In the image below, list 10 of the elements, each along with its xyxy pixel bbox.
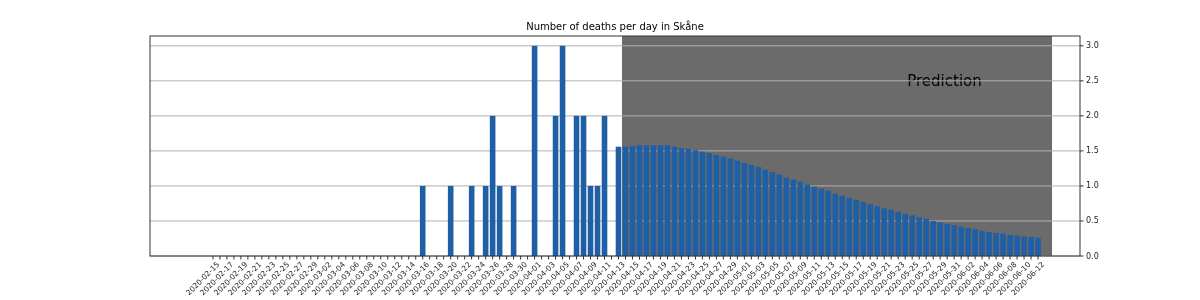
- bar: [419, 185, 426, 256]
- band-label: Prediction: [907, 72, 982, 90]
- y-tick-label: 0.0: [1086, 251, 1099, 261]
- y-tick-label: 3.0: [1086, 41, 1099, 51]
- y-tick-label: 0.5: [1086, 216, 1099, 226]
- y-tick-label: 1.0: [1086, 181, 1099, 191]
- y-tick-label: 2.0: [1086, 111, 1099, 121]
- y-tick-label: 1.5: [1086, 146, 1099, 156]
- chart-title: Number of deaths per day in Skåne: [526, 20, 704, 32]
- y-tick-label: 2.5: [1086, 76, 1099, 86]
